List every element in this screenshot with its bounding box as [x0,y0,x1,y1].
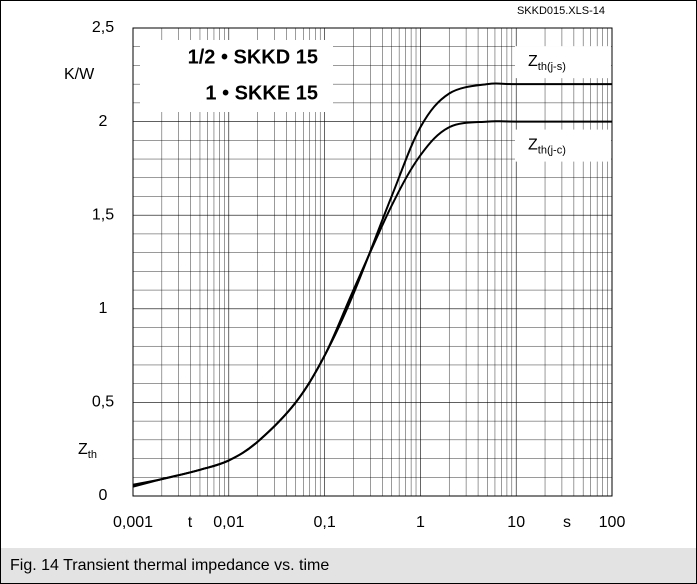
x-tick-label: 0,001 [113,514,153,531]
series-label-sub: th(j-c) [538,145,566,157]
file-label: SKKD015.XLS-14 [517,5,605,17]
y-tick-label: 1,5 [92,206,114,223]
y-unit: K/W [64,66,95,83]
series-label-box [515,46,611,79]
y-tick-label: 2,5 [92,19,114,36]
x-tick-label: 0,01 [213,514,244,531]
y-tick-label: 0,5 [92,394,114,411]
y-symbol: Zth [78,441,97,461]
y-symbol-main: Z [78,441,88,458]
x-tick-label: 10 [507,514,525,531]
series-label-main: Z [528,137,538,154]
series-label: Zth(j-c) [528,137,566,157]
title-line: 1/2 • SKKD 15 [188,46,318,68]
marks [132,82,612,488]
x-symbol: t [188,514,193,531]
y-tick-label: 0 [99,487,108,504]
series-label-sub: th(j-s) [538,61,566,73]
x-unit: s [563,514,571,531]
y-tick-label: 1 [99,300,108,317]
y-tick-label: 2 [99,113,108,130]
caption-bar [1,548,696,583]
caption: Fig. 14 Transient thermal impedance vs. … [10,557,329,574]
x-tick-label: 1 [416,514,425,531]
series-label: Zth(j-s) [528,53,566,73]
series-label-main: Z [528,53,538,70]
x-tick-label: 100 [599,514,626,531]
x-tick-label: 0,1 [313,514,335,531]
title-box [140,40,333,112]
series-label-box [515,129,611,162]
series-line [132,120,612,486]
y-symbol-sub: th [88,449,97,461]
title-line: 1 • SKKE 15 [205,82,318,104]
